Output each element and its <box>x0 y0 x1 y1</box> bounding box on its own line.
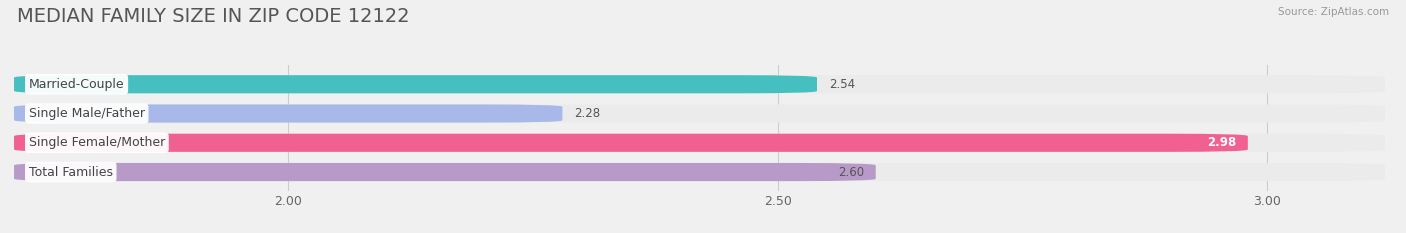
FancyBboxPatch shape <box>14 104 1385 123</box>
FancyBboxPatch shape <box>14 163 876 181</box>
Text: Single Female/Mother: Single Female/Mother <box>28 136 165 149</box>
FancyBboxPatch shape <box>14 134 1385 152</box>
Text: 2.98: 2.98 <box>1206 136 1236 149</box>
FancyBboxPatch shape <box>14 75 1385 93</box>
Text: Single Male/Father: Single Male/Father <box>28 107 145 120</box>
Text: 2.28: 2.28 <box>574 107 600 120</box>
Text: 2.60: 2.60 <box>838 165 865 178</box>
Text: Source: ZipAtlas.com: Source: ZipAtlas.com <box>1278 7 1389 17</box>
FancyBboxPatch shape <box>14 163 1385 181</box>
Text: MEDIAN FAMILY SIZE IN ZIP CODE 12122: MEDIAN FAMILY SIZE IN ZIP CODE 12122 <box>17 7 409 26</box>
FancyBboxPatch shape <box>14 75 817 93</box>
Text: 2.54: 2.54 <box>828 78 855 91</box>
Text: Married-Couple: Married-Couple <box>28 78 124 91</box>
FancyBboxPatch shape <box>14 134 1249 152</box>
FancyBboxPatch shape <box>14 104 562 123</box>
Text: Total Families: Total Families <box>28 165 112 178</box>
